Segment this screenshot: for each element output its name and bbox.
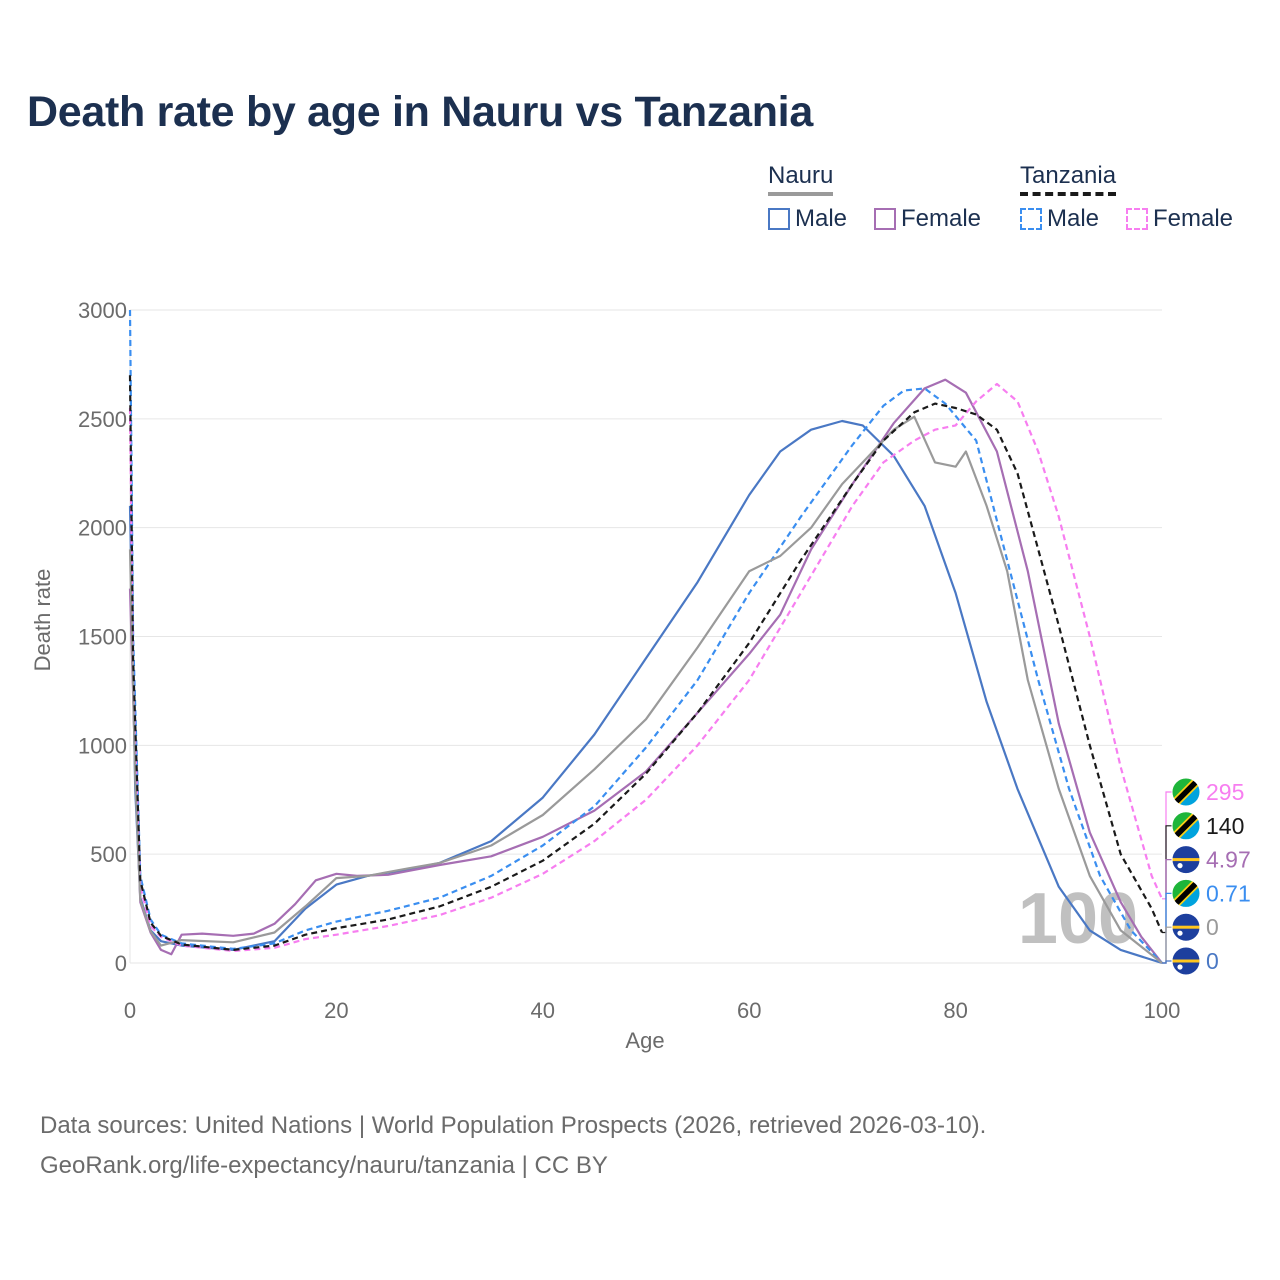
legend-tanzania-male[interactable]: Male [1020, 205, 1099, 233]
x-tick-label: 20 [324, 998, 348, 1023]
end-label-value: 4.97 [1206, 847, 1251, 873]
series-line-tanzania-overall[interactable] [128, 375, 1164, 951]
legend-tanzania-male-label: Male [1047, 205, 1100, 232]
x-tick-label: 0 [124, 998, 136, 1023]
series-lines [128, 309, 1164, 965]
y-axis-label: Death rate [30, 569, 55, 672]
x-tick-label: 100 [1144, 998, 1181, 1023]
end-label-connector [1162, 825, 1172, 934]
sources-line-1: Data sources: United Nations | World Pop… [40, 1112, 987, 1139]
y-tick-label: 2000 [78, 516, 127, 541]
series-line-nauru-overall[interactable] [128, 415, 1163, 964]
end-label-value: 0.71 [1206, 880, 1251, 906]
legend-nauru-female-label: Female [901, 205, 982, 232]
legend-nauru-female[interactable]: Female [874, 205, 981, 233]
x-tick-label: 60 [737, 998, 761, 1023]
end-label-connector [1162, 791, 1172, 900]
y-tick-label: 0 [115, 951, 127, 976]
y-axis-ticks: 0 500 1000 1500 2000 2500 3000 [78, 298, 127, 976]
nauru-flag-icon [1171, 845, 1201, 875]
end-label-connector [1162, 960, 1172, 964]
y-tick-label: 1500 [78, 625, 127, 650]
legend-swatch-nauru-male [768, 208, 790, 230]
x-tick-label: 40 [531, 998, 555, 1023]
legend-tanzania-female-label: Female [1153, 205, 1234, 232]
end-label-value: 140 [1206, 813, 1244, 839]
tanzania-flag-icon [1171, 811, 1201, 841]
x-axis-ticks: 0 20 40 60 80 100 [124, 998, 1180, 1023]
sources-line-2[interactable]: GeoRank.org/life-expectancy/nauru/tanzan… [40, 1152, 608, 1179]
end-labels: 295 140 4.97 0.71 0 0 [1162, 777, 1251, 976]
gridlines [129, 309, 1162, 964]
data-sources: Data sources: United Nations | World Pop… [40, 1106, 986, 1186]
nauru-flag-icon [1171, 946, 1201, 976]
legend-tanzania-country[interactable]: Tanzania [1020, 162, 1117, 196]
legend-swatch-tanzania-female [1126, 208, 1148, 230]
end-label-value: 295 [1206, 779, 1244, 805]
series-line-tanzania-male[interactable] [128, 309, 1163, 964]
series-line-tanzania-female[interactable] [128, 382, 1164, 953]
series-line-nauru-female[interactable] [128, 378, 1163, 964]
chart-title: Death rate by age in Nauru vs Tanzania [27, 88, 813, 136]
tanzania-flag-icon [1171, 777, 1201, 807]
y-tick-label: 3000 [78, 298, 127, 323]
y-tick-label: 500 [90, 842, 127, 867]
y-tick-label: 1000 [78, 733, 127, 758]
end-label-connector [1162, 892, 1172, 964]
y-tick-label: 2500 [78, 407, 127, 432]
legend-nauru-country[interactable]: Nauru [768, 162, 834, 196]
x-tick-label: 80 [943, 998, 967, 1023]
end-label-value: 0 [1206, 948, 1219, 974]
legend-swatch-tanzania-male [1020, 208, 1042, 230]
series-line-nauru-male[interactable] [128, 419, 1163, 965]
legend-nauru-male-label: Male [795, 205, 848, 232]
end-label-value: 0 [1206, 914, 1219, 940]
legend-tanzania-female[interactable]: Female [1126, 205, 1233, 233]
end-label-connector [1162, 859, 1172, 964]
x-axis-label: Age [625, 1028, 664, 1053]
legend-swatch-nauru-female [874, 208, 896, 230]
nauru-flag-icon [1171, 912, 1201, 942]
legend-nauru-male[interactable]: Male [768, 205, 847, 233]
year-watermark: 100 [1018, 879, 1138, 959]
tanzania-flag-icon [1171, 878, 1201, 908]
